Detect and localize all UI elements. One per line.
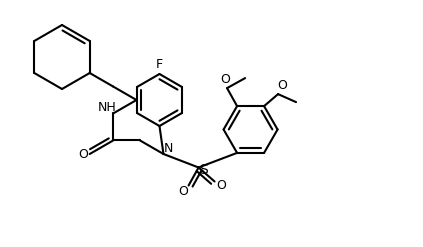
Text: O: O: [78, 147, 88, 161]
Text: O: O: [277, 79, 287, 92]
Text: F: F: [156, 59, 163, 71]
Text: O: O: [217, 179, 226, 192]
Text: N: N: [164, 143, 173, 156]
Text: S: S: [199, 163, 208, 177]
Text: O: O: [220, 73, 230, 86]
Text: NH: NH: [98, 101, 116, 114]
Text: O: O: [179, 185, 189, 198]
